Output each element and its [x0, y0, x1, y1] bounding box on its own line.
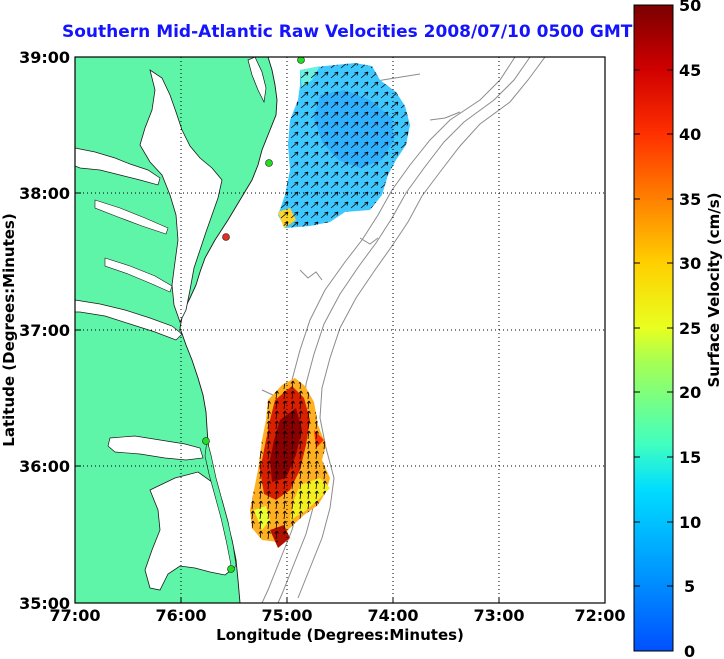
y-tick-label: 35:00	[19, 594, 70, 613]
station-marker	[202, 437, 210, 445]
x-axis: 77:00 76:00 75:00 74:00 73:00 72:00 Long…	[50, 597, 626, 644]
y-axis: 39:00 38:00 37:00 36:00 35:00 Latitude (…	[0, 48, 81, 613]
albemarle-sound	[107, 435, 204, 461]
station-marker	[297, 57, 305, 64]
x-tick-label: 72:00	[575, 606, 626, 625]
x-tick-label: 77:00	[50, 606, 101, 625]
map-title: Southern Mid-Atlantic Raw Velocities 200…	[62, 22, 633, 42]
station-marker	[227, 565, 235, 573]
graticule-grid	[75, 57, 605, 603]
x-axis-title: Longitude (Degrees:Minutes)	[216, 626, 464, 644]
colorbar-tick-label: 35	[679, 190, 701, 209]
y-tick-label: 37:00	[19, 321, 70, 340]
colorbar-tick-label: 20	[679, 383, 701, 402]
station-marker	[265, 159, 273, 167]
colorbar-tick-label: 10	[679, 513, 701, 532]
x-tick-label: 75:00	[262, 606, 313, 625]
colorbar-tick-label: 40	[679, 125, 701, 144]
colorbar-tick-label: 15	[679, 448, 701, 467]
colorbar-tick-label: 0	[684, 642, 695, 659]
station-marker	[222, 233, 230, 241]
y-tick-label: 39:00	[19, 48, 70, 67]
york-river	[104, 257, 173, 293]
potomac-river	[75, 147, 161, 186]
x-tick-label: 73:00	[474, 606, 525, 625]
x-tick-label: 76:00	[156, 606, 207, 625]
southern-velocity-field	[250, 378, 330, 548]
y-tick-label: 38:00	[19, 184, 70, 203]
chesapeake-bay	[139, 69, 223, 324]
hf-radar-stations	[202, 57, 305, 573]
colorbar-tick-label: 25	[679, 319, 701, 338]
colorbar-tick-label: 30	[679, 254, 701, 273]
y-axis-title: Latitude (Degrees:Minutes)	[0, 213, 18, 446]
x-tick-label: 74:00	[368, 606, 419, 625]
delaware-bay	[247, 57, 267, 104]
colorbar-tick-label: 5	[684, 577, 695, 596]
colorbar-tick-label: 45	[679, 61, 701, 80]
y-tick-label: 36:00	[19, 457, 70, 476]
plot-area	[75, 57, 605, 603]
northern-velocity-field	[278, 63, 410, 228]
rappahannock-river	[94, 199, 169, 235]
colorbar-title: Surface Velocity (cm/s)	[705, 192, 723, 387]
colorbar-tick-label: 50	[679, 0, 701, 15]
colorbar: 50 45 40 35 30 25 20 15 10 5 0 Surface V…	[633, 0, 723, 659]
